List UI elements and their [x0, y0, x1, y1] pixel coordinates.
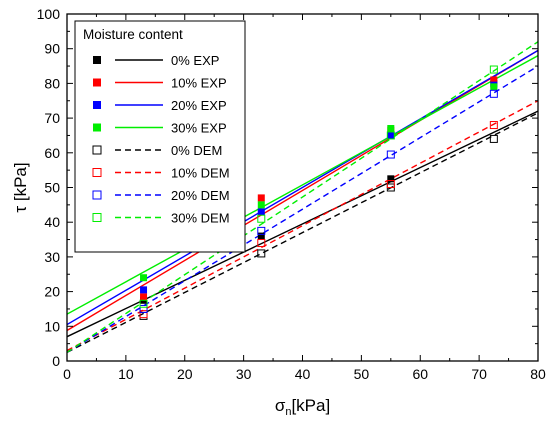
data-point [139, 304, 148, 313]
y-axis-label: τ [kPa] [11, 162, 30, 212]
fit-line [67, 65, 538, 353]
data-point [257, 226, 266, 235]
y-tick-label: 50 [44, 180, 60, 196]
fit-line [67, 49, 538, 332]
legend-label: 30% EXP [171, 121, 227, 136]
legend: Moisture content 0% EXP 10% EXP 20% EXP 30% … [74, 20, 246, 253]
data-point [387, 125, 395, 133]
y-tick-label: 40 [44, 214, 60, 230]
legend-item: 30% EXP [93, 121, 227, 136]
y-tick-label: 100 [37, 6, 61, 22]
axis-ticks: 0 10 20 30 40 50 60 70 80 0 10 20 30 40 50 60 70 80 90 100 [37, 6, 546, 382]
data-point [257, 208, 265, 216]
data-point [489, 121, 498, 130]
x-tick-label: 80 [530, 366, 546, 382]
legend-item: 0% EXP [93, 53, 219, 68]
data-point [139, 299, 148, 308]
y-tick-label: 90 [44, 41, 60, 57]
legend-marker [93, 56, 101, 64]
fit-line [67, 100, 538, 352]
data-point [140, 274, 148, 282]
data-point [386, 150, 395, 159]
data-point [140, 293, 148, 301]
legend-marker [93, 123, 101, 132]
x-axis-label: σn[kPa] [275, 396, 330, 418]
legend-item: 10% EXP [93, 76, 227, 91]
data-point [257, 194, 265, 202]
data-point [257, 232, 265, 240]
data-point [257, 239, 266, 248]
data-point [489, 89, 498, 98]
y-tick-label: 10 [44, 318, 60, 334]
legend-label: 20% DEM [171, 188, 230, 203]
legend-item: 10% DEM [92, 166, 230, 181]
data-point [490, 83, 498, 91]
y-tick-label: 20 [44, 284, 60, 300]
plot-marks [67, 41, 538, 353]
legend-label: 10% DEM [171, 166, 230, 181]
x-axis-label-unit: [kPa] [291, 396, 330, 415]
x-tick-label: 40 [295, 366, 311, 382]
legend-marker [92, 145, 102, 155]
data-point [257, 214, 266, 223]
legend-label: 0% EXP [171, 53, 219, 68]
y-tick-label: 60 [44, 145, 60, 161]
fit-line [67, 55, 538, 315]
data-point [387, 175, 395, 183]
legend-item: 0% DEM [92, 143, 222, 158]
legend-marker [92, 168, 102, 177]
legend-marker [92, 190, 102, 200]
x-tick-label: 20 [177, 366, 193, 382]
data-point [257, 201, 265, 209]
legend-item: 20% EXP [93, 98, 227, 113]
data-point [387, 131, 395, 139]
fit-line [67, 112, 538, 353]
y-tick-label: 80 [44, 75, 60, 91]
x-axis-label-subscript: n [285, 406, 291, 418]
legend-item: 20% DEM [92, 188, 230, 203]
data-point [489, 134, 498, 143]
legend-item: 30% DEM [92, 211, 230, 226]
x-tick-label: 0 [63, 366, 71, 382]
data-point [139, 310, 148, 319]
legend-marker [93, 78, 101, 87]
data-point [140, 286, 148, 294]
data-point [490, 76, 498, 84]
x-tick-label: 10 [118, 366, 134, 382]
legend-label: 20% EXP [171, 98, 227, 113]
legend-label: 10% EXP [171, 76, 227, 91]
x-tick-label: 30 [236, 366, 252, 382]
data-point [257, 249, 266, 258]
data-point [489, 65, 498, 74]
legend-marker [93, 101, 101, 109]
data-point [386, 180, 395, 189]
y-tick-label: 0 [52, 353, 60, 369]
legend-label: 30% DEM [171, 211, 230, 226]
x-tick-label: 50 [354, 366, 370, 382]
y-tick-label: 30 [44, 249, 60, 265]
data-point [386, 131, 395, 140]
y-tick-label: 70 [44, 110, 60, 126]
legend-marker [92, 213, 102, 222]
x-axis-label-main: σ [275, 396, 286, 415]
x-tick-label: 60 [412, 366, 428, 382]
x-tick-label: 70 [471, 366, 487, 382]
legend-label: 0% DEM [171, 143, 222, 158]
data-points [139, 65, 498, 320]
legend-title: Moisture content [83, 27, 183, 42]
